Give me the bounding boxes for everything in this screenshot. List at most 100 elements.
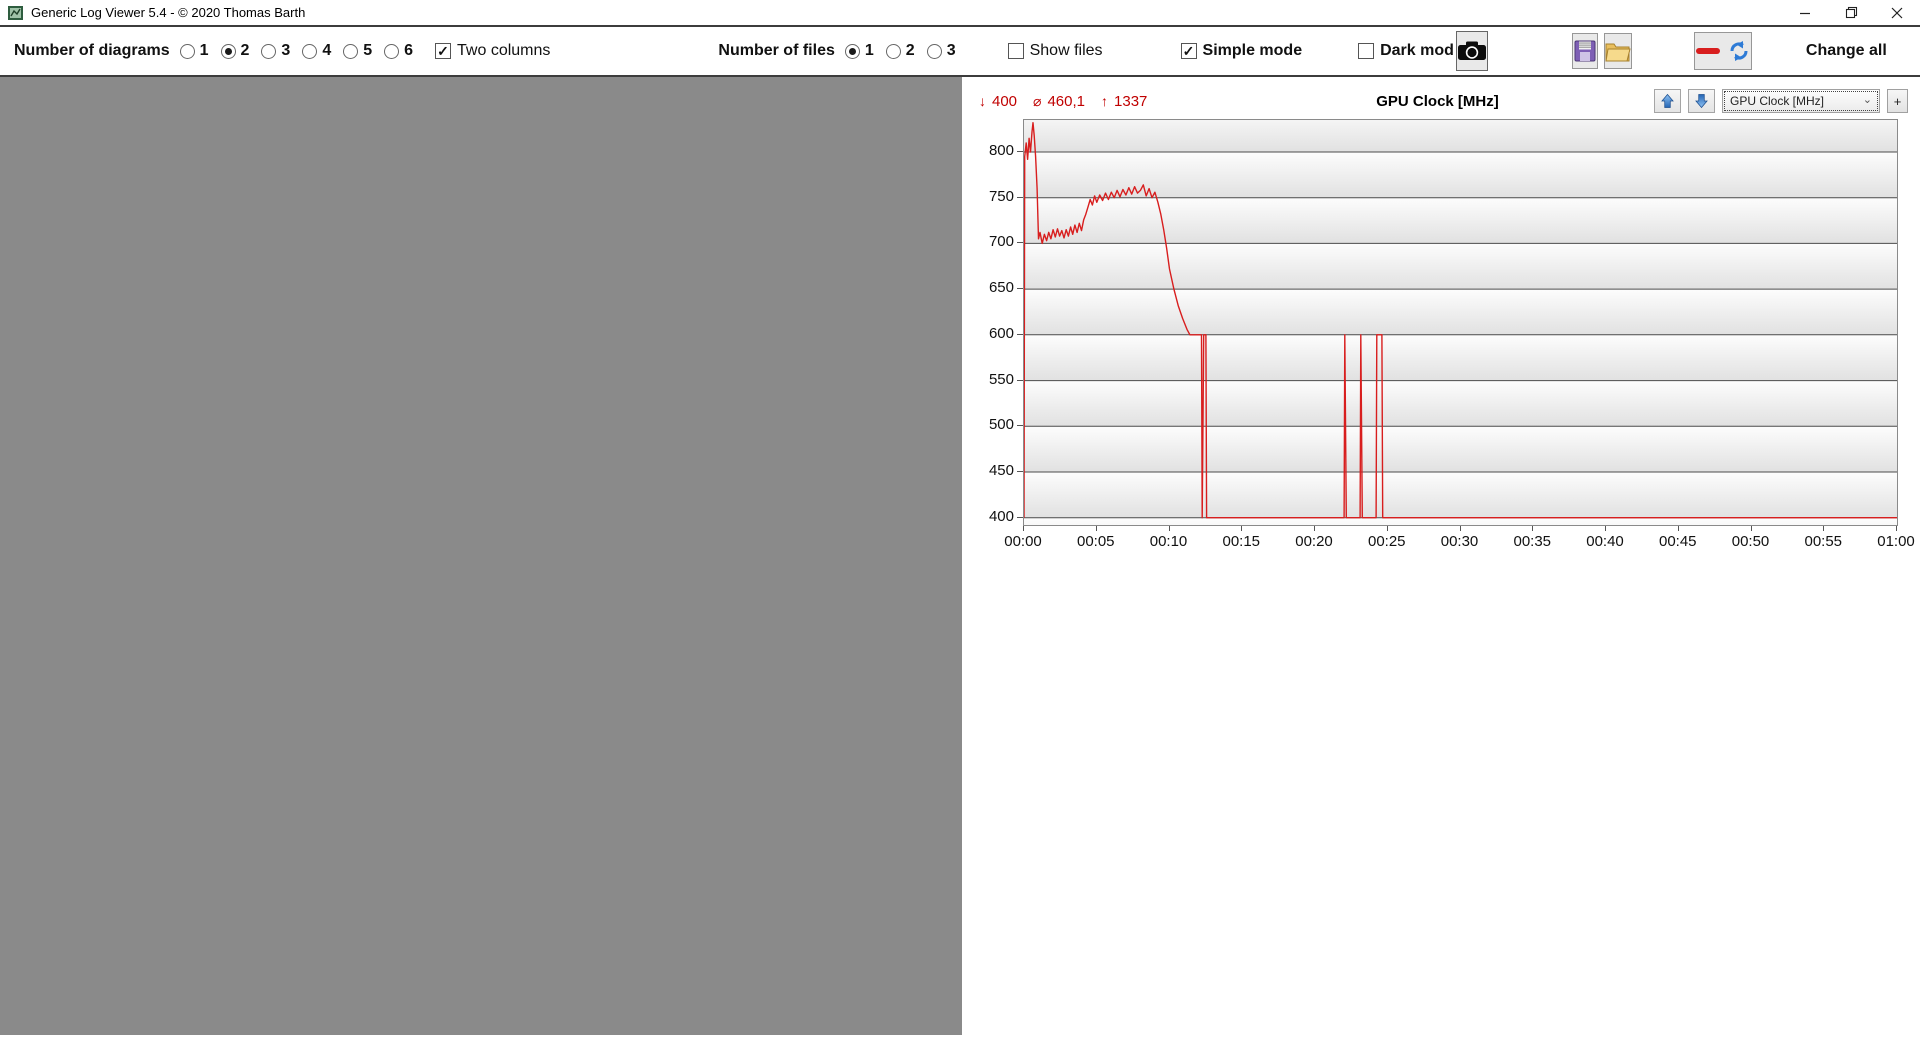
y-axis-labels: 400 450 500 550 600 650 700 750 800 [965,119,1023,526]
minimize-button[interactable] [1782,0,1828,25]
line-style-refresh-button[interactable] [1693,32,1752,70]
radio-circle[interactable] [844,43,860,59]
move-up-button[interactable] [1654,89,1681,113]
x-tick-mark [1823,526,1825,531]
y-tick-mark [1017,196,1023,198]
column-divider [0,77,962,1035]
plot-area[interactable] [1023,119,1898,526]
y-tick-mark [1017,425,1023,427]
y-tick-mark [1017,288,1023,290]
radio-circle[interactable] [885,43,901,59]
plot-row: 400 450 500 550 600 650 700 750 800 [965,119,1920,526]
show-files-label: Show files [1029,42,1103,59]
x-tick-label: 00:30 [1440,533,1479,550]
x-tick-mark [1750,526,1752,531]
open-file-button[interactable] [1603,33,1632,69]
x-tick-label: 00:15 [1222,533,1261,550]
restore-button[interactable] [1828,0,1874,25]
radio-label: 4 [322,42,332,59]
add-channel-button[interactable]: + [1887,89,1908,113]
save-button[interactable] [1571,33,1598,69]
close-button[interactable] [1874,0,1920,25]
y-tick-label: 500 [988,416,1014,434]
x-tick-mark [1459,526,1461,531]
window-title: Generic Log Viewer 5.4 - © 2020 Thomas B… [31,5,306,20]
change-all-label: Change all [1805,42,1887,59]
radio-label: 1 [864,42,874,59]
radio-circle[interactable] [179,43,195,59]
chart-title: GPU Clock [MHz] [1376,92,1499,110]
x-tick-label: 00:20 [1295,533,1333,550]
radio-circle[interactable] [261,43,277,59]
checkbox[interactable] [435,43,452,59]
channel-dropdown[interactable]: GPU Clock [MHz] ⌄ [1722,89,1880,113]
files-radio-1[interactable]: 1 [844,42,874,60]
chart-controls: GPU Clock [MHz] ⌄ + [1646,89,1908,113]
chart-panel-gpu-clock: ↓ 400 ⌀ 460,1 ↑ 1337 GPU Clock [MHz] GPU Cl… [965,77,1920,556]
refresh-icon [1730,41,1748,61]
y-tick-label: 600 [988,324,1014,342]
x-tick-label: 00:35 [1513,533,1552,550]
chart-stats: ↓ 400 ⌀ 460,1 ↑ 1337 [979,93,1229,110]
y-tick-label: 400 [988,507,1014,525]
app-icon [8,5,23,20]
radio-circle[interactable] [220,43,236,59]
simple-mode-checkbox[interactable]: Simple mode [1180,42,1303,60]
minimize-icon [1800,12,1810,14]
radio-circle[interactable] [302,43,318,59]
radio-label: 6 [404,42,414,59]
checkbox[interactable] [1358,43,1375,59]
y-tick-label: 800 [988,141,1014,159]
x-tick-label: 00:45 [1658,533,1697,550]
x-tick-mark [1677,526,1679,531]
diagrams-radio-2[interactable]: 2 [220,42,249,60]
y-tick-mark [1017,379,1023,381]
diagrams-radio-1[interactable]: 1 [179,42,209,60]
radio-circle[interactable] [384,43,400,59]
x-tick-label: 00:25 [1367,533,1406,550]
restore-icon [1845,6,1857,19]
radio-circle[interactable] [926,43,942,59]
red-line-icon [1695,48,1720,54]
y-tick-mark [1017,470,1023,472]
stat-min: 400 [992,92,1018,110]
toolbar: Number of diagrams 1 2 3 4 5 6 Two colum… [0,27,1920,77]
x-tick-label: 00:05 [1076,533,1115,550]
x-tick-mark [1168,526,1170,531]
chevron-down-icon: ⌄ [1862,93,1872,106]
x-tick-mark [1605,526,1606,531]
diagrams-radio-6[interactable]: 6 [384,42,413,60]
simple-mode-label: Simple mode [1202,42,1303,59]
checkbox[interactable] [1007,43,1024,59]
diagrams-radio-5[interactable]: 5 [343,42,372,60]
show-files-checkbox[interactable]: Show files [1007,42,1103,60]
radio-label: 5 [363,42,373,59]
dark-mode-checkbox[interactable]: Dark mod [1358,42,1454,60]
stat-avg: 460,1 [1047,92,1086,110]
chart-header: ↓ 400 ⌀ 460,1 ↑ 1337 GPU Clock [MHz] GPU Cl… [965,77,1920,119]
x-tick-mark [1023,526,1024,531]
min-arrow-icon: ↓ [979,93,986,109]
checkbox[interactable] [1180,43,1197,59]
move-down-button[interactable] [1688,89,1715,113]
x-tick-label: 00:55 [1804,533,1843,550]
chart-panel-core-clocks: ↓1532 ⌀1806 ↑3580 Core Clocks (avg) [MHz… [962,77,965,556]
screenshot-button[interactable] [1455,31,1488,71]
close-icon [1891,7,1903,18]
x-axis-labels: 00:00 00:05 00:10 00:15 00:20 00:25 00:30 00:35… [1004,526,1915,556]
diagrams-radio-3[interactable]: 3 [261,42,290,60]
radio-circle[interactable] [343,43,359,59]
title-bar: Generic Log Viewer 5.4 - © 2020 Thomas B… [0,0,1920,27]
files-radio-2[interactable]: 2 [885,42,915,60]
files-radio-3[interactable]: 3 [926,42,956,60]
files-label: Number of files [718,42,835,59]
y-tick-mark [1017,150,1023,152]
max-arrow-icon: ↑ [1101,93,1109,109]
diagrams-radio-4[interactable]: 4 [302,42,331,60]
x-tick-mark [1386,526,1388,531]
y-tick-label: 650 [988,279,1014,297]
stat-max: 1337 [1114,92,1148,110]
x-tick-mark [1241,526,1243,531]
camera-icon [1457,41,1486,60]
two-columns-checkbox[interactable]: Two columns [435,42,550,60]
